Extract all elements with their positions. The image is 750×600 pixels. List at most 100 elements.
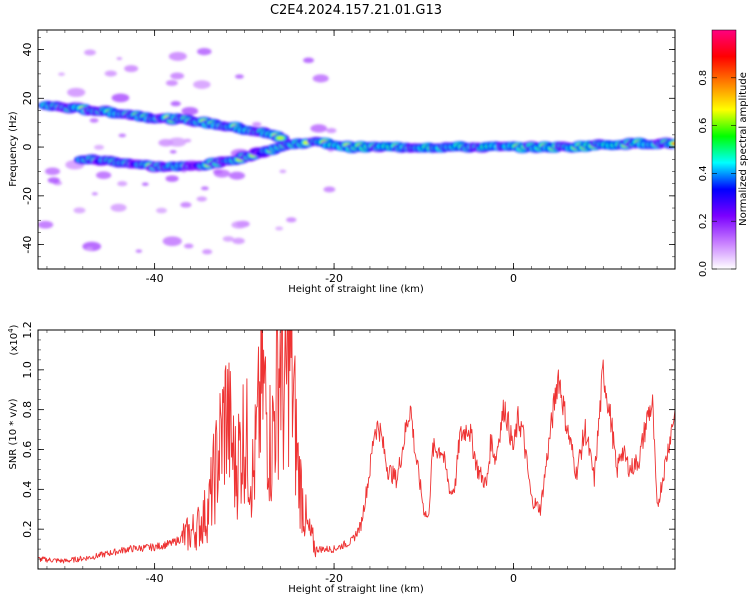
y-multiplier-exponent: 4 <box>7 328 15 333</box>
spectrogram-noise-blob <box>252 121 262 127</box>
colorbar-tick-label: 0.0 <box>698 261 709 277</box>
spectrogram-noise-blob <box>91 192 98 196</box>
colorbar-gradient <box>711 29 737 270</box>
y-multiplier: (x104) <box>7 324 20 355</box>
spectrogram-noise-blob <box>303 57 315 64</box>
colorbar-tick-label: 0.4 <box>698 165 709 181</box>
spectrogram-noise-blob <box>169 150 177 154</box>
spectrogram-noise-blob <box>170 72 185 80</box>
colorbar-ticks: 0.0 0.2 0.4 0.6 0.8 <box>698 70 736 277</box>
bottom-y-tick-label: 0.6 <box>21 441 34 459</box>
top-x-tick-label: -40 <box>146 272 164 285</box>
spectrogram-noise-blob <box>323 186 336 193</box>
spectrogram-noise-blob <box>141 182 149 186</box>
colorbar: 0.0 0.2 0.4 0.6 0.8 Normalized spectral ampl… <box>698 29 749 277</box>
spectrogram-noise-blob <box>165 80 178 86</box>
spectrogram-noise-blob <box>117 181 128 187</box>
spectrogram-noise-blob <box>326 127 337 134</box>
colorbar-tick-label: 0.6 <box>698 118 709 134</box>
spectrogram-noise-blob <box>155 207 168 214</box>
spectrogram-noise-blob <box>96 171 112 180</box>
spectrogram-noise-blob <box>116 57 123 60</box>
spectrogram-noise-blob <box>193 80 211 89</box>
top-x-tick-label: 0 <box>510 272 517 285</box>
spectrogram-noise-blob <box>47 177 60 184</box>
spectrogram-noise-blob <box>135 249 143 253</box>
spectrogram-noise-blob <box>162 236 182 246</box>
spectrogram-noise-blob <box>232 237 245 245</box>
spectrogram-noise-blob <box>279 169 287 174</box>
bottom-y-tick-label: 0.8 <box>21 401 34 419</box>
spectrogram-noise-blob <box>168 137 187 147</box>
colorbar-tick-label: 0.8 <box>698 70 709 86</box>
y-multiplier-base: (x10 <box>9 333 20 356</box>
top-y-ticks: -40 -20 0 20 40 <box>21 37 675 270</box>
spectrogram-noise-blob <box>124 65 139 73</box>
spectrogram-noise-blob <box>44 167 61 176</box>
spectrogram-noise-blob <box>94 144 105 150</box>
spectrogram-noise-blob <box>183 243 194 249</box>
spectrogram-noise-blob <box>312 74 329 83</box>
spectrogram-noise-blob <box>181 106 199 116</box>
bottom-y-tick-label: 0.2 <box>21 520 34 538</box>
spectrogram-noise-blob <box>222 236 234 242</box>
spectrogram-noise-blob <box>170 101 181 107</box>
top-y-tick-label: -20 <box>21 187 34 205</box>
bottom-y-tick-label: 1.2 <box>21 321 34 339</box>
bottom-x-tick-label: 0 <box>510 572 517 585</box>
figure-title: C2E4.2024.157.21.01.G13 <box>270 3 442 18</box>
spectrogram-noise-blob <box>196 196 207 202</box>
top-y-tick-label: 20 <box>21 91 34 105</box>
spectrogram-noise-blob <box>84 49 96 56</box>
spectrogram-noise-blob <box>200 186 209 191</box>
bottom-x-tick-label: -40 <box>146 572 164 585</box>
bottom-x-tick-label: -20 <box>325 572 343 585</box>
top-plot-frame <box>37 29 676 270</box>
spectrogram-noise-blob <box>202 249 213 255</box>
spectrogram-noise-blob <box>286 217 297 223</box>
spectrogram-noise-blob <box>58 72 65 76</box>
spectrogram-cell <box>672 142 675 145</box>
top-y-tick-label: 40 <box>21 43 34 57</box>
snr-series-line <box>38 330 675 564</box>
spectrogram-noise-blob <box>180 202 192 208</box>
bottom-y-ticks: 0.2 0.4 0.6 0.8 1.0 1.2 <box>21 321 675 570</box>
colorbar-tick-label: 0.2 <box>698 213 709 229</box>
top-y-axis-label: Frequency (Hz) <box>8 111 19 187</box>
spectrogram-tracks <box>38 47 675 255</box>
spectrogram-noise-blob <box>38 220 54 229</box>
spectrogram-noise-blob <box>89 118 99 123</box>
top-y-tick-label: -40 <box>21 236 34 254</box>
spectrogram-noise-blob <box>118 133 127 138</box>
spectrogram-noise-blob <box>73 207 86 214</box>
bottom-x-axis-label: Height of straight line (km) <box>288 584 424 595</box>
y-multiplier-close: ) <box>9 324 20 328</box>
spectrogram-noise-blob <box>231 221 247 229</box>
spectrogram-noise-blob <box>104 70 117 77</box>
top-x-tick-label: -20 <box>325 272 343 285</box>
spectrogram-panel: -40 -20 0 -40 -20 0 20 40 Height of straight l… <box>8 29 676 295</box>
bottom-x-ticks: -40 -20 0 <box>46 330 676 585</box>
spectrogram-noise-blob <box>67 87 86 97</box>
snr-panel: -40 -20 0 0.2 0.4 0.6 0.8 1.0 1.2 Height of str… <box>7 321 676 595</box>
spectrogram-noise-blob <box>275 226 284 231</box>
spectrogram-noise-blob <box>86 247 93 251</box>
spectrogram-noise-blob <box>110 203 127 212</box>
top-x-axis-label: Height of straight line (km) <box>288 284 424 295</box>
spectrogram-noise-blob <box>168 51 187 61</box>
spectrogram-noise-blob <box>213 169 231 178</box>
bottom-y-axis-label: SNR (10 * v/v) <box>8 398 19 469</box>
spectrogram-noise-blob <box>197 47 212 56</box>
top-y-tick-label: 0 <box>21 144 34 151</box>
bottom-y-tick-label: 1.0 <box>21 361 34 379</box>
bottom-y-tick-label: 0.4 <box>21 481 34 499</box>
spectrogram-noise-blob <box>165 175 179 182</box>
spectrogram-noise-blob <box>235 74 244 79</box>
spectrogram-noise-blob <box>310 124 328 133</box>
spectrogram-cell <box>276 136 285 140</box>
colorbar-label: Normalized spectral amplitude <box>738 72 749 226</box>
spectrogram-noise-blob <box>111 93 130 103</box>
top-x-ticks: -40 -20 0 <box>46 30 676 285</box>
spectrogram-noise-blob <box>228 171 246 180</box>
